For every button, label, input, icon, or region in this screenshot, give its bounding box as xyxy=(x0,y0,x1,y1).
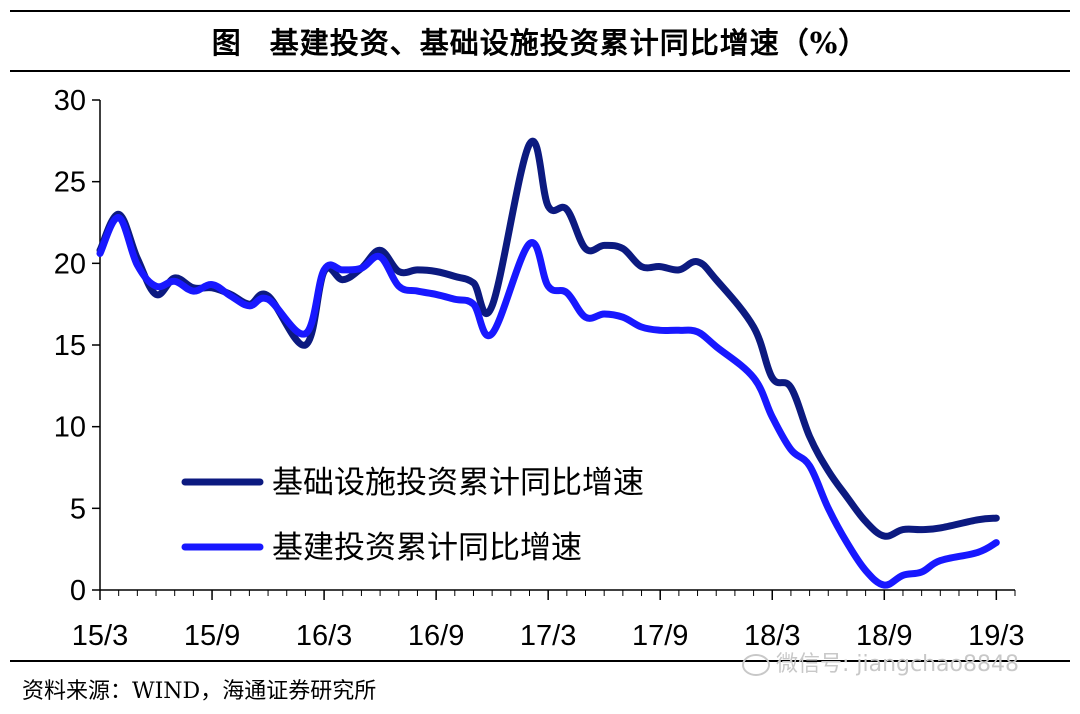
x-tick-label: 17/3 xyxy=(520,620,576,652)
x-tick-label: 18/3 xyxy=(744,620,800,652)
figure-label: 图 xyxy=(211,26,242,60)
x-tick-label: 15/3 xyxy=(72,620,128,652)
x-tick-label: 16/3 xyxy=(296,620,352,652)
source-note: 资料来源：WIND，海通证券研究所 xyxy=(22,679,377,704)
line-chart: 0 5 10 15 20 25 30 15/3 15/9 16/3 16/9 17/3 17/9 18/3… xyxy=(54,85,1025,652)
y-tick-label: 30 xyxy=(54,85,86,117)
x-tick-label: 17/9 xyxy=(632,620,688,652)
chart-axes: 0 5 10 15 20 25 30 15/3 15/9 16/3 16/9 17/3 17/9 18/3… xyxy=(54,85,1025,652)
chart-title-text: 基建投资、基础设施投资累计同比增速（%） xyxy=(269,26,869,60)
y-tick-label: 5 xyxy=(70,493,86,525)
x-tick-label: 19/3 xyxy=(968,620,1024,652)
title-bottom-rule xyxy=(10,70,1070,72)
series-line-2 xyxy=(96,214,1000,589)
x-tick-label: 18/9 xyxy=(856,620,912,652)
y-tick-label: 25 xyxy=(54,167,86,199)
chart-series xyxy=(96,137,1000,589)
footer-rule xyxy=(10,660,1070,662)
x-tick-label: 15/9 xyxy=(184,620,240,652)
x-tick-label: 16/9 xyxy=(408,620,464,652)
chart-title: 图基建投资、基础设施投资累计同比增速（%） xyxy=(0,20,1080,64)
wechat-icon xyxy=(742,654,770,676)
watermark-text: 微信号: jiangchao8848 xyxy=(776,652,1019,677)
watermark: 微信号: jiangchao8848 xyxy=(742,646,1019,678)
y-tick-label: 20 xyxy=(54,248,86,280)
title-top-rule xyxy=(10,10,1070,12)
y-tick-label: 0 xyxy=(70,575,86,607)
y-tick-label: 15 xyxy=(54,330,86,362)
legend-label-2: 基建投资累计同比增速 xyxy=(272,530,582,566)
legend-label-1: 基础设施投资累计同比增速 xyxy=(272,465,644,501)
y-tick-label: 10 xyxy=(54,412,86,444)
